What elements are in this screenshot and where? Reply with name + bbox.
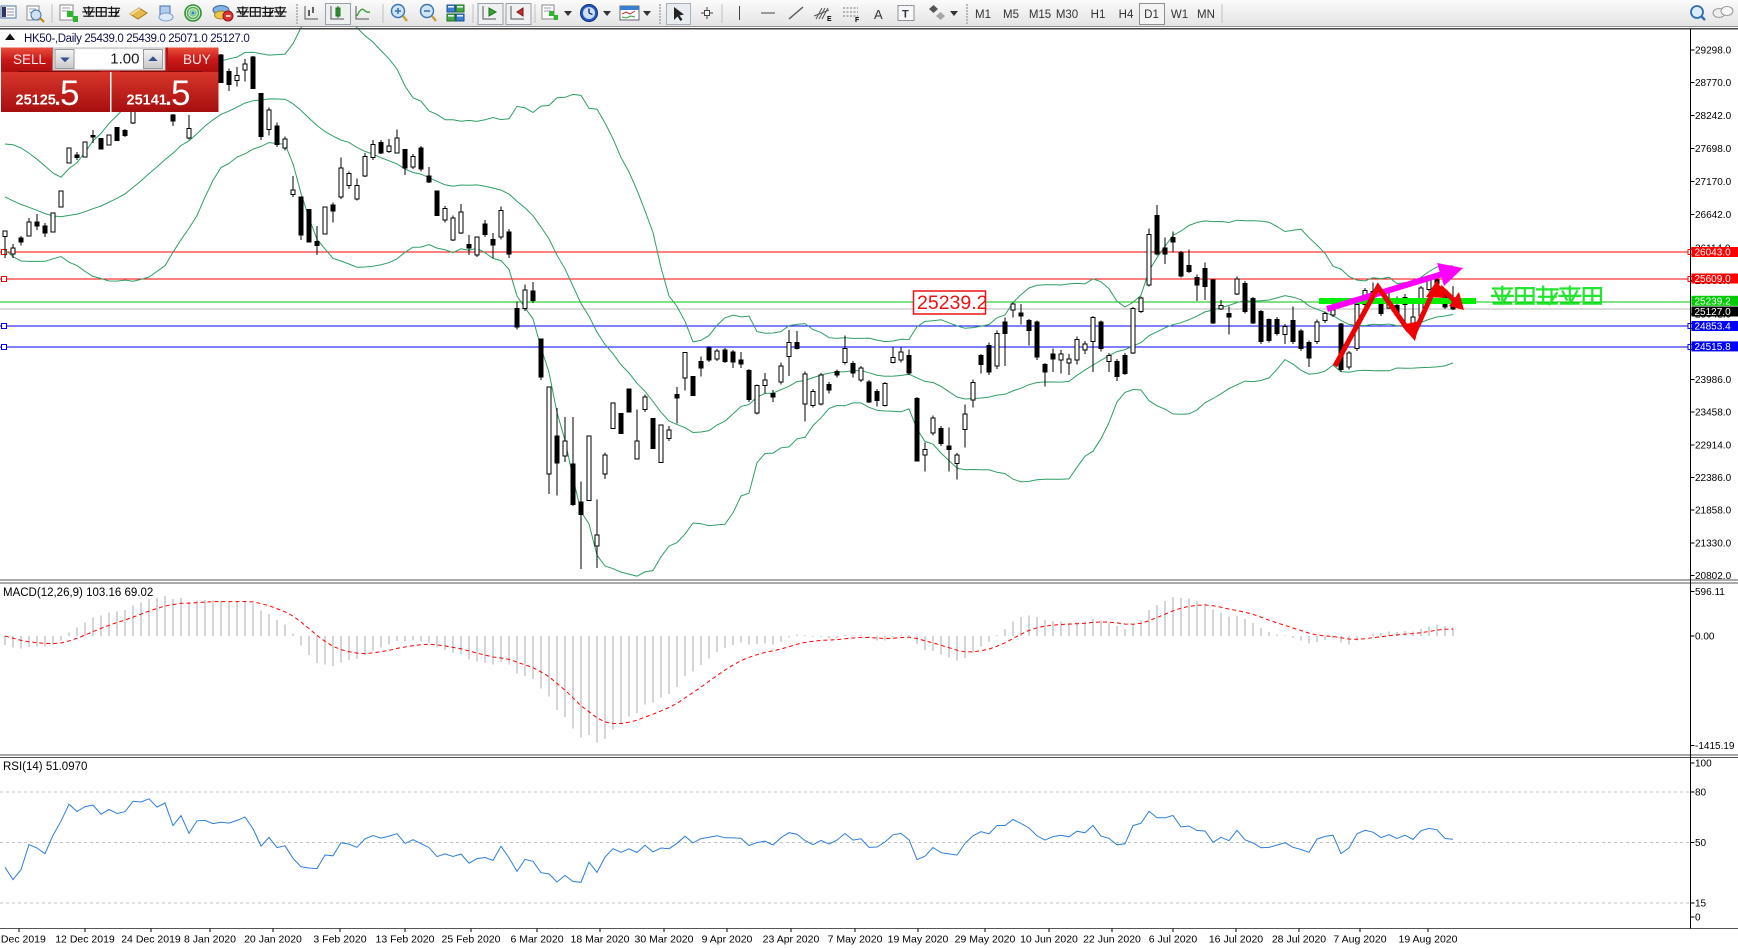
svg-text:26043.0: 26043.0 [1695, 248, 1732, 259]
svg-text:5: 5 [60, 74, 79, 113]
svg-text:M5: M5 [1003, 9, 1019, 21]
svg-text:M1: M1 [975, 9, 991, 21]
svg-text:A: A [874, 7, 883, 22]
svg-text:M30: M30 [1056, 9, 1078, 21]
svg-text:SELL: SELL [13, 52, 47, 67]
svg-text:27698.0: 27698.0 [1695, 144, 1732, 155]
svg-text:29 May 2020: 29 May 2020 [955, 934, 1016, 946]
svg-text:596.11: 596.11 [1695, 587, 1725, 598]
svg-text:-1415.19: -1415.19 [1695, 741, 1735, 752]
svg-text:29298.0: 29298.0 [1695, 46, 1732, 57]
svg-text:T: T [902, 9, 909, 21]
svg-text:0.00: 0.00 [1695, 632, 1715, 643]
svg-text:80: 80 [1695, 787, 1707, 798]
svg-text:10 Jun 2020: 10 Jun 2020 [1020, 934, 1078, 946]
svg-text:2 Dec 2019: 2 Dec 2019 [0, 934, 46, 946]
svg-text:23986.0: 23986.0 [1695, 375, 1732, 386]
svg-text:20 Jan 2020: 20 Jan 2020 [244, 934, 302, 946]
svg-text:MACD(12,26,9) 103.16 69.02: MACD(12,26,9) 103.16 69.02 [3, 587, 153, 599]
svg-text:28770.0: 28770.0 [1695, 78, 1732, 89]
svg-text:16 Jul 2020: 16 Jul 2020 [1209, 934, 1263, 946]
svg-text:8 Jan 2020: 8 Jan 2020 [184, 934, 236, 946]
svg-text:21858.0: 21858.0 [1695, 506, 1732, 517]
svg-text:M15: M15 [1029, 9, 1051, 21]
svg-text:24 Dec 2019: 24 Dec 2019 [121, 934, 181, 946]
svg-text:27170.0: 27170.0 [1695, 177, 1732, 188]
svg-text:100: 100 [1695, 759, 1712, 770]
svg-text:W1: W1 [1171, 9, 1188, 21]
svg-text:26642.0: 26642.0 [1695, 210, 1732, 221]
svg-text:E: E [827, 16, 832, 23]
svg-text:F: F [855, 17, 860, 24]
svg-text:9 Apr 2020: 9 Apr 2020 [702, 934, 753, 946]
svg-text:MN: MN [1197, 9, 1215, 21]
svg-text:19 Aug 2020: 19 Aug 2020 [1399, 934, 1458, 946]
svg-text:28242.0: 28242.0 [1695, 111, 1732, 122]
svg-text:25141: 25141 [127, 93, 167, 109]
svg-text:3 Feb 2020: 3 Feb 2020 [313, 934, 366, 946]
svg-text:H4: H4 [1119, 9, 1134, 21]
svg-text:12 Dec 2019: 12 Dec 2019 [55, 934, 115, 946]
svg-text:25125: 25125 [16, 93, 56, 109]
svg-text:D1: D1 [1144, 9, 1159, 21]
svg-text:22914.0: 22914.0 [1695, 441, 1732, 452]
svg-text:7 Aug 2020: 7 Aug 2020 [1333, 934, 1386, 946]
svg-text:0: 0 [1695, 913, 1701, 924]
svg-text:19 May 2020: 19 May 2020 [888, 934, 949, 946]
svg-text:RSI(14) 51.0970: RSI(14) 51.0970 [3, 761, 87, 773]
svg-text:5: 5 [171, 74, 190, 113]
svg-text:13 Feb 2020: 13 Feb 2020 [376, 934, 435, 946]
svg-text:H1: H1 [1091, 9, 1106, 21]
svg-text:22386.0: 22386.0 [1695, 473, 1732, 484]
svg-text:.: . [166, 85, 172, 110]
svg-text:23458.0: 23458.0 [1695, 408, 1732, 419]
svg-text:23 Apr 2020: 23 Apr 2020 [763, 934, 820, 946]
svg-text:6 Jul 2020: 6 Jul 2020 [1149, 934, 1198, 946]
svg-text:.: . [55, 85, 61, 110]
svg-text:22 Jun 2020: 22 Jun 2020 [1083, 934, 1141, 946]
svg-text:25 Feb 2020: 25 Feb 2020 [442, 934, 501, 946]
svg-text:1.00: 1.00 [110, 51, 139, 68]
svg-text:25609.0: 25609.0 [1695, 274, 1732, 285]
svg-text:25239.2: 25239.2 [1695, 296, 1732, 307]
svg-text:HK50-,Daily 25439.0 25439.0 2: HK50-,Daily 25439.0 25439.0 25071.0 2512… [24, 33, 249, 45]
svg-text:BUY: BUY [183, 52, 211, 67]
svg-text:25127.0: 25127.0 [1695, 307, 1732, 318]
svg-text:30 Mar 2020: 30 Mar 2020 [635, 934, 694, 946]
svg-text:25239.2: 25239.2 [917, 292, 988, 314]
svg-text:7 May 2020: 7 May 2020 [828, 934, 883, 946]
svg-text:6 Mar 2020: 6 Mar 2020 [510, 934, 563, 946]
svg-text:21330.0: 21330.0 [1695, 538, 1732, 549]
svg-text:28 Jul 2020: 28 Jul 2020 [1272, 934, 1326, 946]
svg-text:50: 50 [1695, 838, 1707, 849]
svg-text:18 Mar 2020: 18 Mar 2020 [571, 934, 630, 946]
svg-text:24853.4: 24853.4 [1695, 322, 1732, 333]
svg-text:24515.8: 24515.8 [1695, 342, 1732, 353]
svg-text:20802.0: 20802.0 [1695, 571, 1732, 582]
svg-text:15: 15 [1695, 899, 1707, 910]
